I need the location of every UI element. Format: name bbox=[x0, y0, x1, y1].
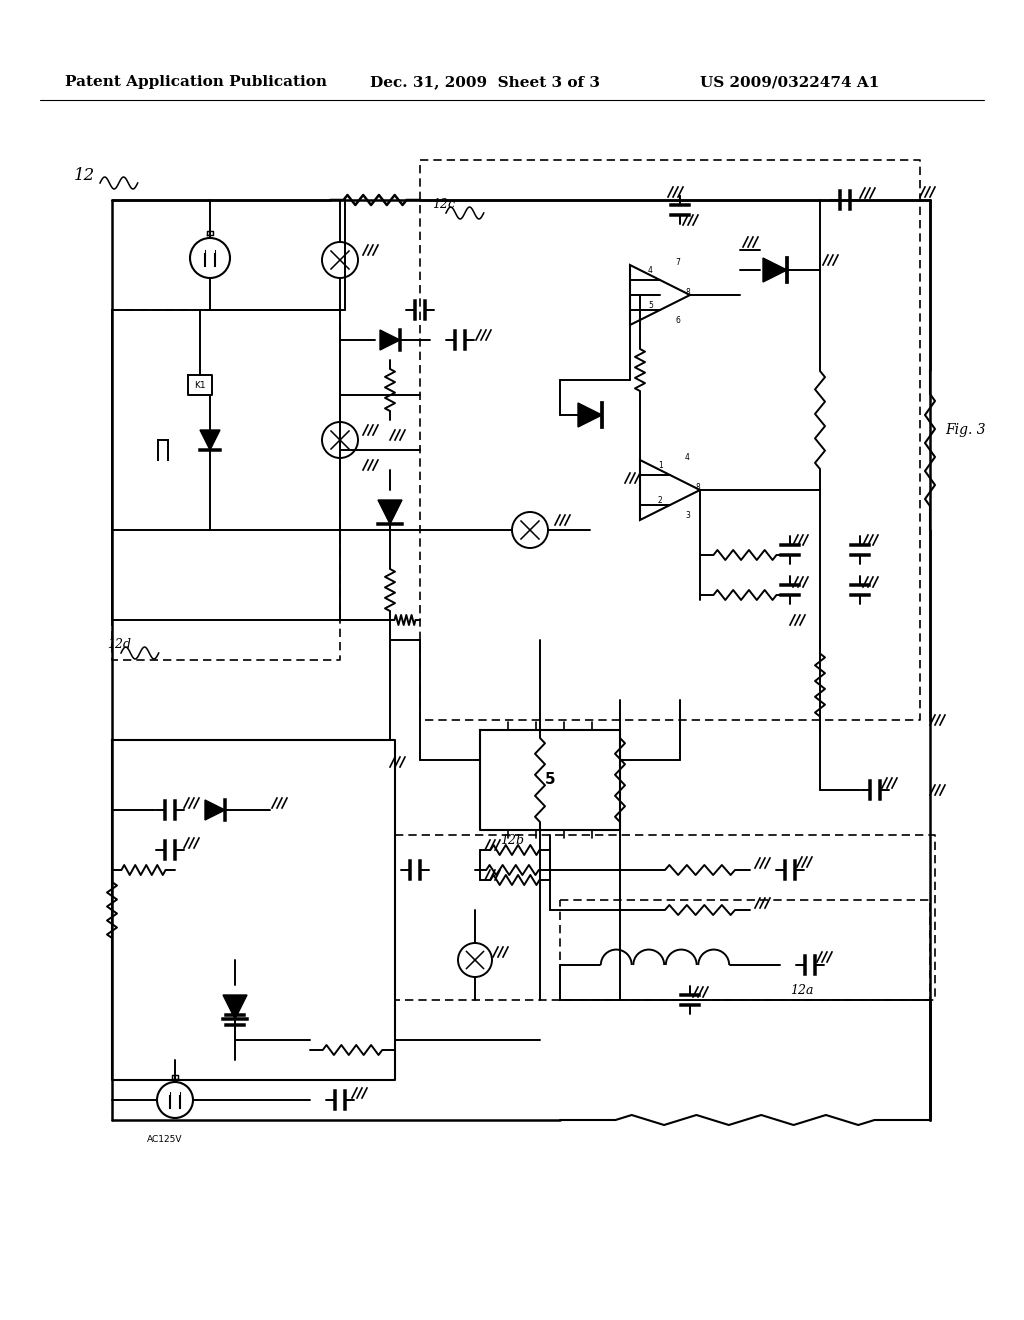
Polygon shape bbox=[763, 257, 787, 282]
Text: 12c: 12c bbox=[432, 198, 455, 211]
Polygon shape bbox=[578, 403, 602, 426]
Polygon shape bbox=[200, 430, 220, 450]
Text: 12: 12 bbox=[74, 166, 95, 183]
Text: US 2009/0322474 A1: US 2009/0322474 A1 bbox=[700, 75, 880, 88]
Text: Patent Application Publication: Patent Application Publication bbox=[65, 75, 327, 88]
Text: 4: 4 bbox=[685, 453, 690, 462]
Polygon shape bbox=[205, 800, 225, 820]
Text: 2: 2 bbox=[658, 496, 663, 506]
Text: 12b: 12b bbox=[500, 833, 524, 846]
Text: 12a: 12a bbox=[790, 983, 813, 997]
Text: 4: 4 bbox=[648, 267, 653, 275]
Polygon shape bbox=[223, 995, 247, 1019]
Text: 6: 6 bbox=[675, 315, 680, 325]
Text: Fig. 3: Fig. 3 bbox=[945, 422, 986, 437]
Polygon shape bbox=[378, 500, 402, 524]
Text: 5: 5 bbox=[648, 301, 653, 310]
Text: 7: 7 bbox=[675, 257, 680, 267]
Text: 1: 1 bbox=[658, 461, 663, 470]
Text: 5: 5 bbox=[545, 772, 555, 788]
Text: 8: 8 bbox=[695, 483, 699, 492]
Text: AC125V: AC125V bbox=[147, 1135, 182, 1144]
Text: 8: 8 bbox=[685, 288, 690, 297]
Text: Dec. 31, 2009  Sheet 3 of 3: Dec. 31, 2009 Sheet 3 of 3 bbox=[370, 75, 600, 88]
Text: 3: 3 bbox=[685, 511, 690, 520]
Polygon shape bbox=[380, 330, 400, 350]
Text: 12d: 12d bbox=[106, 639, 131, 652]
Text: K1: K1 bbox=[195, 380, 206, 389]
